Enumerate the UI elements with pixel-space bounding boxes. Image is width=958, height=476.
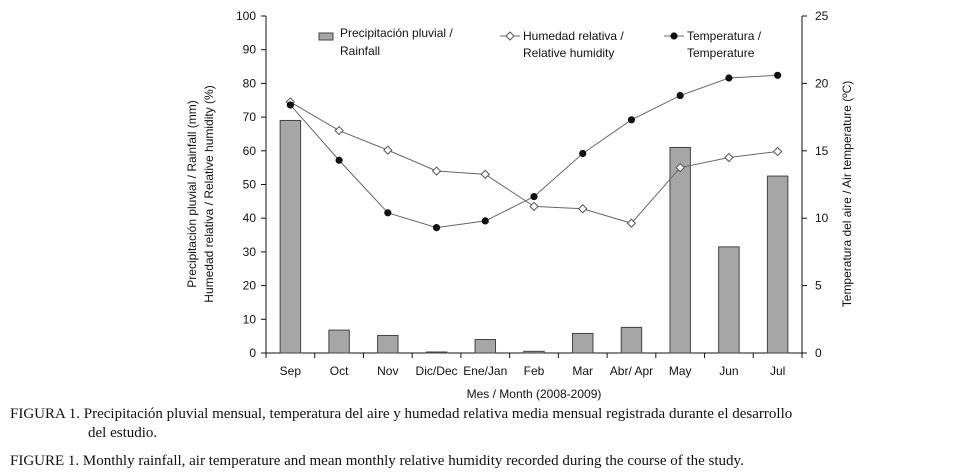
left-axis-label-line2: Humedad relativa / Relative humidity (%) [202, 85, 216, 302]
temperature-point [627, 116, 636, 124]
temperature-point [530, 193, 538, 201]
right-tick-label: 20 [815, 76, 829, 90]
humidity-point [626, 218, 637, 228]
humidity-point [334, 125, 344, 136]
left-tick-label: 20 [243, 279, 257, 293]
x-tick-label: Ene/Jan [463, 364, 507, 378]
x-tick-label: Oct [330, 364, 349, 378]
humidity-point [529, 201, 539, 212]
caption-spanish: FIGURA 1. Precipitación pluvial mensual,… [10, 405, 950, 443]
legend-rainfall-label-line1: Precipitación pluvial / [340, 26, 453, 40]
caption-spanish-label: FIGURA 1. [10, 406, 81, 422]
caption-spanish-text-line2: del estudio. [88, 425, 158, 441]
left-tick-label: 40 [243, 211, 257, 225]
temperature-point [725, 74, 733, 82]
x-tick-label: Feb [524, 364, 545, 378]
right-tick-label: 25 [815, 9, 829, 23]
caption-english: FIGURE 1. Monthly rainfall, air temperat… [10, 452, 950, 471]
humidity-point [480, 169, 490, 180]
right-tick-label: 5 [815, 279, 822, 293]
right-tick-label: 10 [815, 211, 829, 225]
humidity-point [431, 166, 442, 176]
x-tick-label: Dic/Dec [416, 364, 458, 378]
rainfall-bar [279, 119, 302, 354]
caption-english-label: FIGURE 1. [10, 453, 80, 469]
rainfall-bar [718, 246, 740, 354]
legend-humidity-marker [505, 31, 515, 41]
left-tick-label: 0 [249, 346, 256, 360]
left-tick-label: 80 [243, 76, 257, 90]
x-tick-label: Mar [572, 364, 593, 378]
legend-rainfall-swatch [318, 32, 334, 41]
right-tick-label: 15 [815, 144, 829, 158]
x-tick-label: May [669, 364, 692, 378]
temperature-point [384, 209, 392, 217]
rainfall-bar [571, 332, 594, 354]
right-axis-label: Temperatura del aire / Air temperature (… [840, 81, 854, 307]
rainfall-bar [766, 175, 789, 354]
temperature-point [774, 71, 782, 79]
temperature-point [481, 217, 489, 225]
temperature-point [676, 91, 684, 100]
rainfall-bar [328, 329, 350, 354]
temperature-point [432, 224, 441, 232]
temperature-point [286, 101, 294, 109]
left-tick-label: 10 [243, 312, 257, 326]
rainfall-bar [669, 146, 691, 354]
left-tick-label: 90 [243, 43, 257, 57]
chart: 0 10 20 30 40 50 60 70 80 90 100 0 5 10 15 20 25 Sep Oct No… [185, 9, 854, 401]
left-tick-label: 70 [243, 110, 257, 124]
left-tick-label: 60 [243, 144, 257, 158]
legend-humidity-label-line2: Relative humidity [523, 46, 614, 60]
legend-temperature-marker [670, 32, 678, 40]
left-axis-label-line1: Precipitación pluvial / Rainfall (mm) [185, 100, 199, 287]
rainfall-bar [523, 350, 545, 354]
legend-humidity-label-line1: Humedad relativa / [523, 29, 624, 43]
x-axis-label: Mes / Month (2008-2009) [467, 387, 602, 401]
rainfall-bar [377, 334, 399, 354]
x-tick-label: Abr/ Apr [610, 364, 653, 378]
temperature-point [579, 149, 587, 158]
left-tick-label: 30 [243, 245, 257, 259]
rainfall-bar [474, 339, 497, 354]
left-tick-label: 50 [243, 178, 257, 192]
humidity-point [675, 162, 685, 173]
legend-temperature-label-line1: Temperatura / [687, 29, 762, 43]
x-tick-label: Nov [377, 364, 398, 378]
humidity-point [578, 204, 588, 214]
right-tick-label: 0 [815, 346, 822, 360]
humidity-point [724, 152, 734, 163]
x-tick-label: Sep [280, 364, 302, 378]
humidity-point [772, 146, 783, 157]
rainfall-bar [425, 351, 448, 354]
legend-temperature-label-line2: Temperature [687, 46, 755, 60]
x-tick-label: Jul [770, 364, 785, 378]
temperature-point [335, 156, 343, 164]
left-tick-label: 100 [236, 9, 256, 23]
legend-rainfall-label-line2: Rainfall [340, 44, 380, 58]
caption-spanish-text-line1: Precipitación pluvial mensual, temperatu… [83, 406, 793, 422]
rainfall-bar [620, 326, 643, 354]
humidity-point [383, 145, 393, 155]
caption-english-text: Monthly rainfall, air temperature and me… [82, 453, 744, 469]
x-tick-label: Jun [719, 364, 738, 378]
